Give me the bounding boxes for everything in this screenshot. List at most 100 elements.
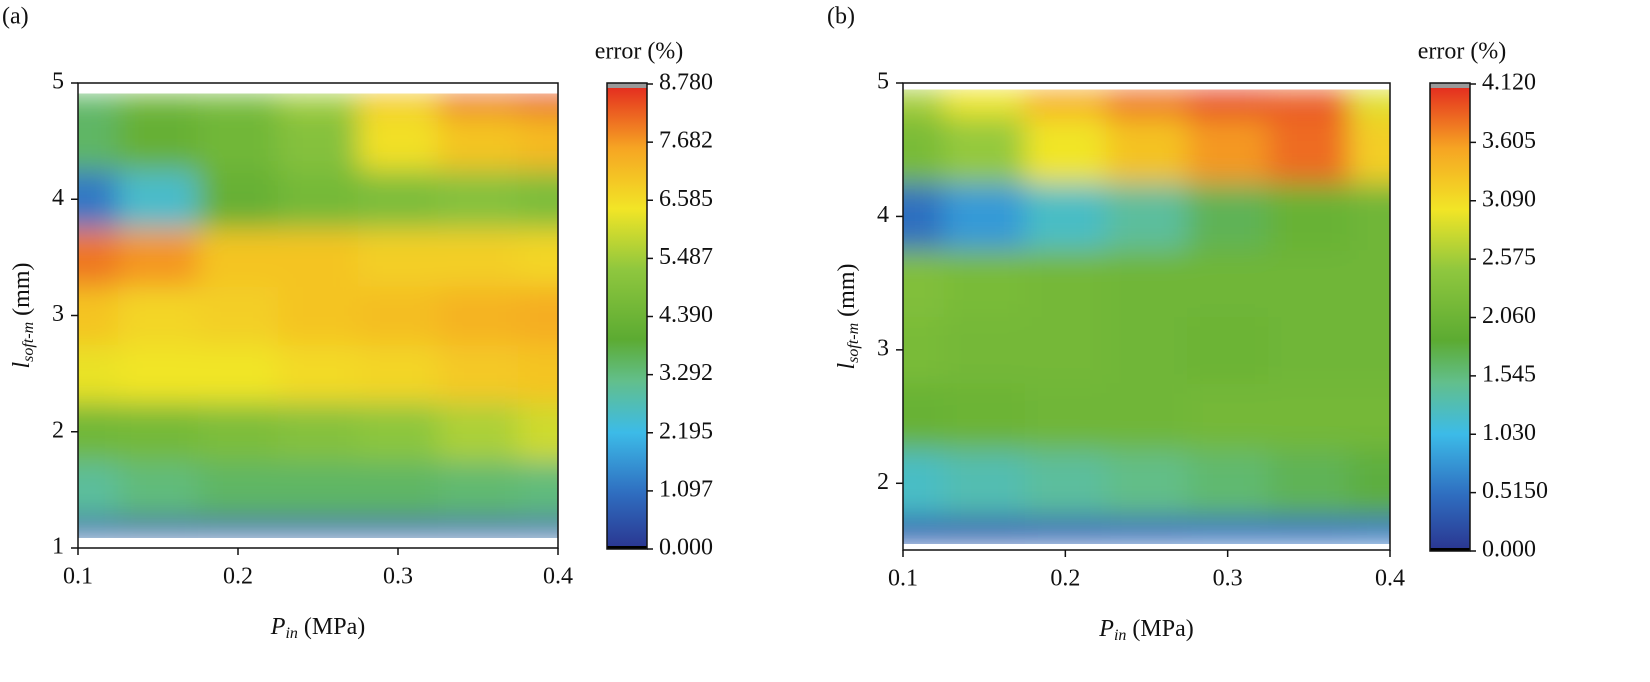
contour-cell xyxy=(198,344,279,404)
contour-cell xyxy=(78,344,119,404)
subscript: in xyxy=(285,625,297,642)
colorbar-cap xyxy=(607,83,647,88)
contour-cell xyxy=(1349,449,1390,518)
contour-cell xyxy=(943,449,1026,518)
contour-cell xyxy=(438,170,519,229)
colorbar-tick-label: 1.097 xyxy=(659,476,713,502)
colorbar-tick-label: 4.390 xyxy=(659,302,713,328)
contour-cell xyxy=(278,460,359,520)
colorbar-base xyxy=(607,546,647,549)
colorbar-tick-label: 0.000 xyxy=(659,535,713,561)
x-axis-label: Pin (MPa) xyxy=(1098,616,1193,644)
contour-cell xyxy=(1187,249,1269,317)
contour-cell xyxy=(438,344,519,404)
symbol: P xyxy=(1098,616,1114,642)
colorbar-tick-label: 2.060 xyxy=(1482,303,1536,329)
contour-cell xyxy=(903,249,945,317)
contour-cell xyxy=(438,518,519,538)
contour-cell xyxy=(198,93,279,113)
contour-cell xyxy=(78,228,119,287)
contour-cell xyxy=(198,460,279,520)
contour-cell xyxy=(198,286,279,346)
contour-cell xyxy=(118,460,199,520)
contour-cell xyxy=(518,170,558,229)
y-tick-label: 2 xyxy=(52,417,64,443)
contour-cell xyxy=(1268,116,1350,184)
contour-cell xyxy=(518,93,558,113)
x-tick-label: 0.4 xyxy=(543,564,573,590)
contour-cell xyxy=(278,170,359,229)
contour-cell xyxy=(1024,116,1107,184)
contour-cell xyxy=(1349,249,1390,317)
contour-cell xyxy=(198,112,279,171)
subscript: soft-m xyxy=(845,323,862,363)
contour-cell xyxy=(1187,183,1269,251)
contour-cell xyxy=(78,518,119,538)
contour-cell xyxy=(1268,383,1350,451)
colorbar-base xyxy=(1430,548,1470,551)
contour-cell xyxy=(1349,183,1390,251)
contour-cell xyxy=(1349,383,1390,451)
y-axis-label: lsoft-m (mm) xyxy=(834,264,862,370)
contour-cell xyxy=(78,93,119,113)
heatmap xyxy=(903,89,1390,544)
symbol: l xyxy=(9,362,35,369)
contour-cell xyxy=(358,344,439,404)
contour-cell xyxy=(438,112,519,171)
contour-cell xyxy=(943,249,1026,317)
contour-cell xyxy=(358,518,439,538)
contour-cell xyxy=(903,383,945,451)
contour-cell xyxy=(78,112,119,171)
y-axis-label: lsoft-m (mm) xyxy=(9,263,37,369)
contour-cell xyxy=(438,228,519,287)
colorbar-tick-label: 5.487 xyxy=(659,244,713,270)
contour-cell xyxy=(518,286,558,346)
contour-cell xyxy=(1187,116,1269,184)
contour-cell xyxy=(1024,89,1107,117)
contour-cell xyxy=(278,518,359,538)
y-tick-label: 3 xyxy=(877,335,889,361)
contour-cell xyxy=(943,516,1026,544)
y-tick-label: 5 xyxy=(877,69,889,95)
contour-cell xyxy=(198,170,279,229)
contour-cell xyxy=(1349,516,1390,544)
contour-cell xyxy=(1105,516,1188,544)
contour-cell xyxy=(903,116,945,184)
colorbar-tick-label: 3.090 xyxy=(1482,186,1536,212)
contour-cell xyxy=(118,286,199,346)
x-axis-label: Pin (MPa) xyxy=(270,614,365,642)
subscript: in xyxy=(1114,627,1126,644)
unit: (MPa) xyxy=(304,614,365,640)
contour-cell xyxy=(518,402,558,462)
y-tick-label: 4 xyxy=(52,185,64,211)
contour-cell xyxy=(1024,183,1107,251)
panel: (a) 0.1 0.2 0.3 0.4 1 2 3 4 5 Pin (MPa) lsoft-m (mm) e… xyxy=(2,4,713,642)
x-tick-label: 0.2 xyxy=(223,564,253,590)
contour-cell xyxy=(118,344,199,404)
contour-cell xyxy=(943,183,1026,251)
contour-cell xyxy=(438,402,519,462)
colorbar-title: error (%) xyxy=(595,39,684,65)
contour-cell xyxy=(198,518,279,538)
contour-cell xyxy=(518,460,558,520)
y-tick-label: 4 xyxy=(877,202,889,228)
contour-cell xyxy=(1349,116,1390,184)
heatmap xyxy=(78,93,558,538)
contour-cell xyxy=(358,460,439,520)
panel: (b) 0.1 0.2 0.3 0.4 2 3 4 5 Pin (MPa) lsoft-m (mm) er… xyxy=(827,4,1548,644)
colorbar-tick-label: 2.575 xyxy=(1482,245,1536,271)
contour-cell xyxy=(1105,116,1188,184)
symbol: l xyxy=(834,363,860,370)
unit: (mm) xyxy=(834,264,860,317)
contour-cell xyxy=(358,228,439,287)
panel-label: (b) xyxy=(827,4,855,30)
contour-cell xyxy=(1268,449,1350,518)
plot-area xyxy=(903,89,1390,544)
contour-cell xyxy=(1024,249,1107,317)
contour-cell xyxy=(118,170,199,229)
colorbar-tick-label: 3.292 xyxy=(659,360,713,386)
contour-cell xyxy=(1105,316,1188,384)
contour-cell xyxy=(438,93,519,113)
contour-cell xyxy=(903,89,945,117)
contour-cell xyxy=(438,286,519,346)
